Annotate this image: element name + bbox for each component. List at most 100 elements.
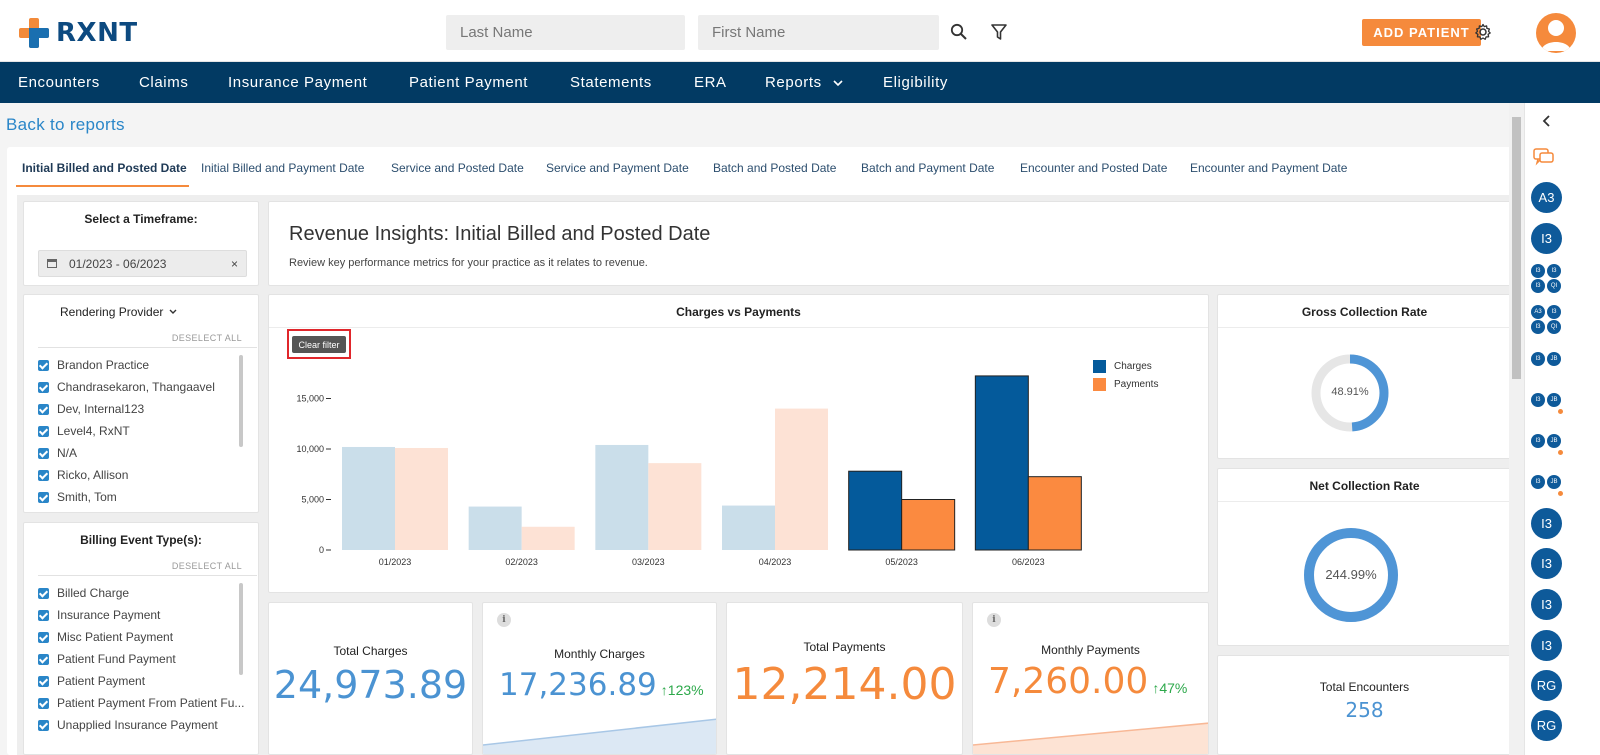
nav-claims[interactable]: Claims: [139, 74, 189, 91]
list-item[interactable]: Misc Patient Payment: [38, 629, 173, 645]
list-item[interactable]: Insurance Payment: [38, 607, 160, 623]
avatar-group[interactable]: A3 I3 I3 QI: [1531, 305, 1561, 335]
user-avatar[interactable]: [1536, 13, 1576, 53]
tab-batch-posted[interactable]: Batch and Posted Date: [713, 161, 837, 175]
checkbox-checked[interactable]: [38, 697, 49, 709]
page-scrollbar[interactable]: [1509, 103, 1524, 755]
list-item[interactable]: Brandon Practice: [38, 357, 149, 373]
checkbox-checked[interactable]: [38, 381, 49, 393]
bar-charges-05-2023[interactable]: [848, 470, 903, 551]
avatar-group[interactable]: I3 I3 I3 QI: [1531, 264, 1561, 294]
checkbox-checked[interactable]: [38, 653, 49, 665]
checkbox-checked[interactable]: [38, 675, 49, 687]
clear-filter-button[interactable]: Clear filter: [292, 336, 346, 353]
last-name-input[interactable]: [446, 15, 685, 50]
checkbox-checked[interactable]: [38, 587, 49, 599]
checkbox-checked[interactable]: [38, 447, 49, 459]
chat-icon[interactable]: [1533, 147, 1555, 167]
list-item[interactable]: N/A: [38, 445, 77, 461]
legend-label-payments: Payments: [1114, 379, 1159, 390]
list-item[interactable]: Dev, Internal123: [38, 401, 144, 417]
bar-charges-04-2023[interactable]: [722, 505, 775, 550]
rxnt-logo[interactable]: RXNT: [18, 16, 138, 50]
checkbox-checked[interactable]: [38, 491, 49, 503]
gear-icon[interactable]: [1471, 20, 1495, 44]
nav-eligibility[interactable]: Eligibility: [883, 74, 948, 91]
tab-initial-billed-payment[interactable]: Initial Billed and Payment Date: [201, 161, 365, 175]
event-label: Patient Payment From Patient Fu...: [57, 696, 245, 710]
list-item[interactable]: Ricko, Allison: [38, 467, 128, 483]
bar-payments-02-2023[interactable]: [521, 526, 575, 550]
nav-statements[interactable]: Statements: [570, 74, 652, 91]
bar-charges-01-2023[interactable]: [342, 446, 395, 550]
bar-charges-02-2023[interactable]: [468, 506, 522, 550]
nav-encounters[interactable]: Encounters: [18, 74, 100, 91]
checkbox-checked[interactable]: [38, 359, 49, 371]
checkbox-checked[interactable]: [38, 719, 49, 731]
tab-initial-billed-posted[interactable]: Initial Billed and Posted Date: [22, 161, 187, 175]
avatar[interactable]: A3: [1531, 182, 1562, 213]
bar-charges-06-2023[interactable]: [974, 375, 1029, 551]
legend-payments[interactable]: Payments: [1093, 378, 1158, 391]
list-item[interactable]: Patient Fund Payment: [38, 651, 176, 667]
tab-encounter-posted[interactable]: Encounter and Posted Date: [1020, 161, 1168, 175]
add-patient-button[interactable]: ADD PATIENT: [1362, 19, 1481, 46]
provider-list-scrollbar[interactable]: [239, 355, 243, 447]
search-icon[interactable]: [947, 20, 971, 44]
checkbox-checked[interactable]: [38, 631, 49, 643]
avatar[interactable]: RG: [1531, 710, 1562, 741]
list-item[interactable]: Patient Payment: [38, 673, 145, 689]
list-item[interactable]: Chandrasekaron, Thangaavel: [38, 379, 215, 395]
list-item[interactable]: Unapplied Insurance Payment: [38, 717, 218, 733]
timeframe-picker[interactable]: 01/2023 - 06/2023 ×: [38, 250, 247, 277]
tab-service-payment[interactable]: Service and Payment Date: [546, 161, 689, 175]
page-scrollbar-thumb[interactable]: [1512, 117, 1521, 379]
bar-payments-04-2023[interactable]: [775, 408, 828, 550]
deselect-all-events[interactable]: DESELECT ALL: [171, 561, 242, 571]
avatar[interactable]: I3: [1531, 548, 1562, 579]
list-item[interactable]: Level4, RxNT: [38, 423, 130, 439]
rendering-provider-dropdown[interactable]: Rendering Provider: [60, 305, 177, 319]
avatar[interactable]: I3: [1531, 223, 1562, 254]
checkbox-checked[interactable]: [38, 425, 49, 437]
list-item[interactable]: Patient Payment From Patient Fu...: [38, 695, 244, 711]
bar-payments-03-2023[interactable]: [648, 463, 702, 550]
first-name-input[interactable]: [698, 15, 939, 50]
bar-payments-01-2023[interactable]: [395, 447, 448, 550]
avatar-group[interactable]: I3 JB: [1531, 393, 1563, 423]
nav-patient-payment[interactable]: Patient Payment: [409, 74, 529, 91]
tab-service-posted[interactable]: Service and Posted Date: [391, 161, 524, 175]
mini-avatar: I3: [1531, 264, 1545, 278]
tab-encounter-payment[interactable]: Encounter and Payment Date: [1190, 161, 1348, 175]
chevron-left-icon[interactable]: [1542, 115, 1552, 127]
avatar-group[interactable]: I3 JB: [1531, 352, 1561, 382]
avatar-group[interactable]: I3 JB: [1531, 434, 1563, 464]
deselect-all-providers[interactable]: DESELECT ALL: [171, 333, 242, 343]
list-item[interactable]: Smith, Tom: [38, 489, 117, 505]
nav-reports[interactable]: Reports: [765, 74, 843, 91]
event-list-scrollbar[interactable]: [239, 583, 243, 675]
info-icon[interactable]: i: [497, 613, 511, 627]
nav-era[interactable]: ERA: [694, 74, 727, 91]
checkbox-checked[interactable]: [38, 403, 49, 415]
checkbox-checked[interactable]: [38, 469, 49, 481]
monthly-charges-change: 123%: [667, 682, 704, 698]
legend-swatch-payments: [1093, 378, 1106, 391]
avatar[interactable]: I3: [1531, 630, 1562, 661]
avatar-group[interactable]: I3 JB: [1531, 475, 1563, 505]
tab-batch-payment[interactable]: Batch and Payment Date: [861, 161, 995, 175]
back-to-reports-link[interactable]: Back to reports: [6, 115, 125, 134]
filter-icon[interactable]: [987, 20, 1011, 44]
bar-payments-06-2023[interactable]: [1027, 476, 1082, 551]
list-item[interactable]: Billed Charge: [38, 585, 129, 601]
avatar[interactable]: I3: [1531, 508, 1562, 539]
bar-charges-03-2023[interactable]: [595, 444, 649, 550]
bar-payments-05-2023[interactable]: [901, 499, 956, 551]
avatar[interactable]: I3: [1531, 589, 1562, 620]
nav-insurance-payment[interactable]: Insurance Payment: [228, 74, 368, 91]
checkbox-checked[interactable]: [38, 609, 49, 621]
info-icon[interactable]: i: [987, 613, 1001, 627]
clear-timeframe-icon[interactable]: ×: [230, 257, 238, 271]
legend-charges[interactable]: Charges: [1093, 360, 1152, 373]
avatar[interactable]: RG: [1531, 670, 1562, 701]
